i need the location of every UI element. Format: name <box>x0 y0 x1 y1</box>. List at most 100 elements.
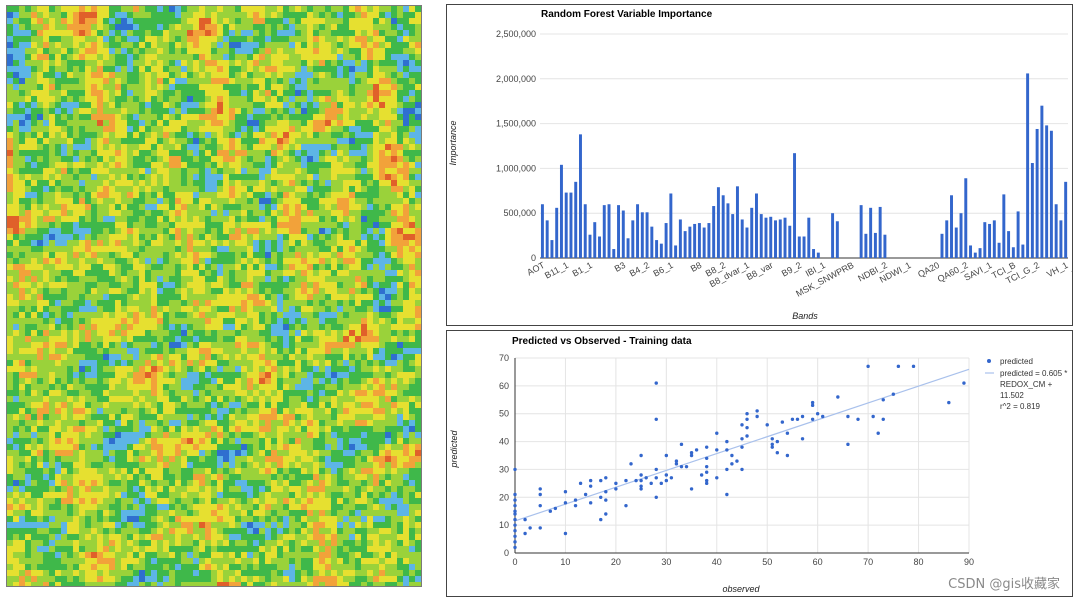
data-point <box>740 423 744 427</box>
data-point <box>846 442 850 447</box>
y-tick-label: 50 <box>499 409 509 419</box>
data-point <box>694 448 699 452</box>
bar <box>631 220 635 258</box>
data-point <box>740 437 744 441</box>
bar <box>655 240 659 258</box>
data-point <box>654 476 658 480</box>
data-point <box>654 417 658 421</box>
bar <box>574 181 578 258</box>
y-tick-label: 2,500,000 <box>496 29 536 39</box>
bar <box>873 232 877 258</box>
data-point <box>730 462 734 466</box>
data-point <box>649 481 653 486</box>
data-point <box>856 417 860 421</box>
data-point <box>639 453 643 458</box>
data-point <box>573 498 578 502</box>
x-axis-label: observed <box>722 584 760 594</box>
chart-title: Random Forest Variable Importance <box>541 9 713 20</box>
x-tick-label: B9_2 <box>780 260 803 279</box>
bar <box>683 231 687 258</box>
data-point <box>563 501 568 505</box>
bar <box>883 234 887 258</box>
x-tick-label: 60 <box>813 557 823 567</box>
x-tick-label: 80 <box>914 557 924 567</box>
y-tick-label: 60 <box>499 381 509 391</box>
legend-entry: 11.502 <box>1000 391 1024 400</box>
data-point <box>689 453 694 458</box>
bar <box>983 222 987 258</box>
bar <box>602 205 606 258</box>
data-point <box>745 425 749 430</box>
bar <box>755 193 758 258</box>
data-point <box>785 453 790 458</box>
bar <box>550 240 554 258</box>
bar <box>807 217 811 258</box>
data-point <box>654 467 658 472</box>
data-point <box>563 490 568 494</box>
data-point <box>795 417 800 421</box>
bar <box>764 217 768 258</box>
data-point <box>588 478 593 483</box>
data-point <box>704 478 709 483</box>
data-point <box>604 490 608 494</box>
bar <box>1007 231 1011 258</box>
y-tick-label: 10 <box>499 520 509 530</box>
data-point <box>644 476 648 480</box>
bar <box>864 233 868 258</box>
data-point <box>604 498 608 502</box>
data-point <box>578 481 583 486</box>
data-point <box>911 364 916 369</box>
x-tick-label: B6_1 <box>651 260 674 279</box>
bar <box>697 223 701 258</box>
data-point <box>639 484 643 488</box>
y-tick-label: 40 <box>499 437 509 447</box>
bar <box>1030 163 1034 258</box>
data-point <box>815 412 820 416</box>
bar <box>978 248 982 258</box>
bar <box>1040 105 1044 259</box>
bar <box>702 227 706 258</box>
data-point <box>654 495 658 499</box>
y-tick-label: 2,000,000 <box>496 74 536 84</box>
data-point <box>704 464 709 469</box>
bar <box>1064 181 1068 258</box>
bar <box>878 206 882 258</box>
data-point <box>715 476 719 480</box>
bar <box>598 236 601 258</box>
data-point <box>679 442 684 447</box>
bar <box>1059 220 1063 258</box>
bar <box>731 214 735 258</box>
bar <box>664 223 668 258</box>
bar <box>735 186 739 258</box>
raster-cells <box>7 6 421 586</box>
data-point <box>881 417 885 421</box>
data-point <box>538 492 542 497</box>
data-point <box>725 467 729 472</box>
bar <box>579 134 582 258</box>
legend-entry: r^2 = 0.819 <box>1000 402 1041 411</box>
bar <box>954 227 958 258</box>
data-point <box>513 467 517 472</box>
data-point <box>745 417 749 421</box>
data-point <box>614 487 618 491</box>
x-tick-label: 30 <box>661 557 671 567</box>
data-point <box>604 476 608 480</box>
data-point <box>755 409 759 413</box>
bar <box>712 206 716 258</box>
bar <box>1016 211 1020 258</box>
bar <box>769 216 773 258</box>
data-point <box>639 487 643 491</box>
bar <box>540 204 544 258</box>
data-point <box>876 431 880 435</box>
bar <box>1011 247 1015 258</box>
bar <box>745 227 749 258</box>
scatter-chart-svg: Predicted vs Observed - Training data ob… <box>449 336 1067 594</box>
data-point <box>513 498 517 502</box>
bar <box>640 212 644 258</box>
data-point <box>624 503 628 508</box>
data-point <box>770 437 774 441</box>
data-point <box>538 526 542 530</box>
data-point <box>740 445 744 449</box>
data-point <box>588 501 593 505</box>
data-point <box>684 464 689 469</box>
